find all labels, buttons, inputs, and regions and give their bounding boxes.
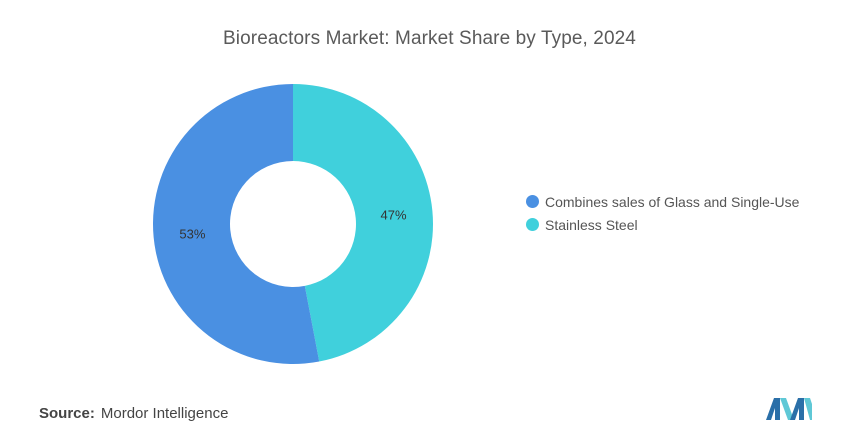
chart-title: Bioreactors Market: Market Share by Type… — [223, 28, 636, 49]
source-label: Source: — [39, 405, 95, 422]
donut-slice-combines-sales-of-glass-and-single-use — [152, 84, 320, 364]
slice-value-label-stainless-steel: 47% — [381, 207, 407, 222]
legend-swatch-stainless-steel — [526, 218, 539, 231]
legend-label-glass-single-use: Combines sales of Glass and Single-Use — [545, 193, 800, 210]
legend-item-glass-single-use: Combines sales of Glass and Single-Use — [526, 190, 799, 213]
legend-label-stainless-steel: Stainless Steel — [545, 216, 638, 233]
legend-swatch-glass-single-use — [526, 195, 539, 208]
mordor-intelligence-logo-icon — [766, 398, 812, 420]
donut-slice-stainless-steel — [293, 84, 433, 362]
source-note: Source: Mordor Intelligence — [39, 405, 228, 422]
legend-item-stainless-steel: Stainless Steel — [526, 213, 799, 236]
slice-value-label-combines-sales-of-glass-and-single-use: 53% — [179, 227, 205, 242]
source-text: Mordor Intelligence — [100, 405, 229, 422]
chart-legend: Combines sales of Glass and Single-Use S… — [526, 190, 799, 236]
